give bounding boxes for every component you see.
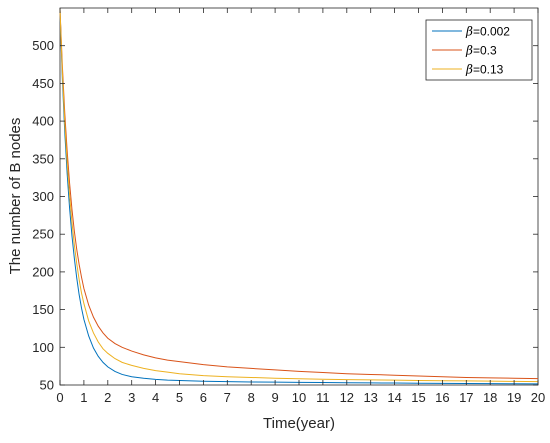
x-tick-label: 11	[316, 390, 330, 405]
y-tick-label: 200	[32, 264, 54, 279]
x-tick-label: 12	[340, 390, 354, 405]
series-line-1	[59, 9, 539, 380]
y-tick-label: 350	[32, 151, 54, 166]
series-layer	[59, 9, 539, 385]
x-tick-label: 3	[128, 390, 135, 405]
y-tick-label: 300	[32, 189, 54, 204]
legend-symbol: β	[465, 25, 473, 39]
x-axis: 0 1 2 3 4 5 6 7 8 9 10 11 12 13 14 15 16 17 18 19 20	[56, 8, 545, 405]
legend-label-2: β=0.13	[465, 63, 504, 77]
legend-value: =0.002	[473, 25, 510, 39]
legend-symbol: β	[465, 63, 473, 77]
legend-value: =0.3	[473, 44, 497, 58]
x-tick-label: 6	[200, 390, 207, 405]
x-tick-label: 9	[271, 390, 278, 405]
y-axis: 50 100 150 200 250 300 350 400 450 500	[32, 38, 538, 393]
y-tick-label: 400	[32, 114, 54, 129]
y-tick-label: 100	[32, 340, 54, 355]
x-tick-label: 13	[363, 390, 377, 405]
legend-value: =0.13	[473, 63, 504, 77]
series-line-2	[59, 9, 539, 383]
x-tick-label: 0	[56, 390, 63, 405]
legend-label-0: β=0.002	[465, 25, 510, 39]
x-tick-label: 16	[435, 390, 449, 405]
x-tick-label: 1	[80, 390, 87, 405]
x-tick-label: 18	[483, 390, 497, 405]
y-tick-label: 450	[32, 76, 54, 91]
x-tick-label: 10	[292, 390, 306, 405]
series-line-0	[59, 9, 539, 385]
y-tick-label: 500	[32, 38, 54, 53]
y-axis-label: The number of B nodes	[7, 118, 24, 275]
y-tick-label: 50	[40, 378, 54, 393]
x-tick-label: 14	[387, 390, 401, 405]
x-tick-label: 8	[248, 390, 255, 405]
y-tick-label: 150	[32, 302, 54, 317]
legend-symbol: β	[465, 44, 473, 58]
x-tick-label: 2	[104, 390, 111, 405]
x-tick-label: 19	[507, 390, 521, 405]
x-axis-label: Time(year)	[263, 415, 335, 432]
x-tick-label: 7	[224, 390, 231, 405]
x-tick-label: 15	[411, 390, 425, 405]
x-tick-label: 5	[176, 390, 183, 405]
x-tick-label: 20	[531, 390, 545, 405]
y-tick-label: 250	[32, 227, 54, 242]
legend-label-1: β=0.3	[465, 44, 497, 58]
x-tick-label: 17	[459, 390, 473, 405]
x-tick-label: 4	[152, 390, 159, 405]
